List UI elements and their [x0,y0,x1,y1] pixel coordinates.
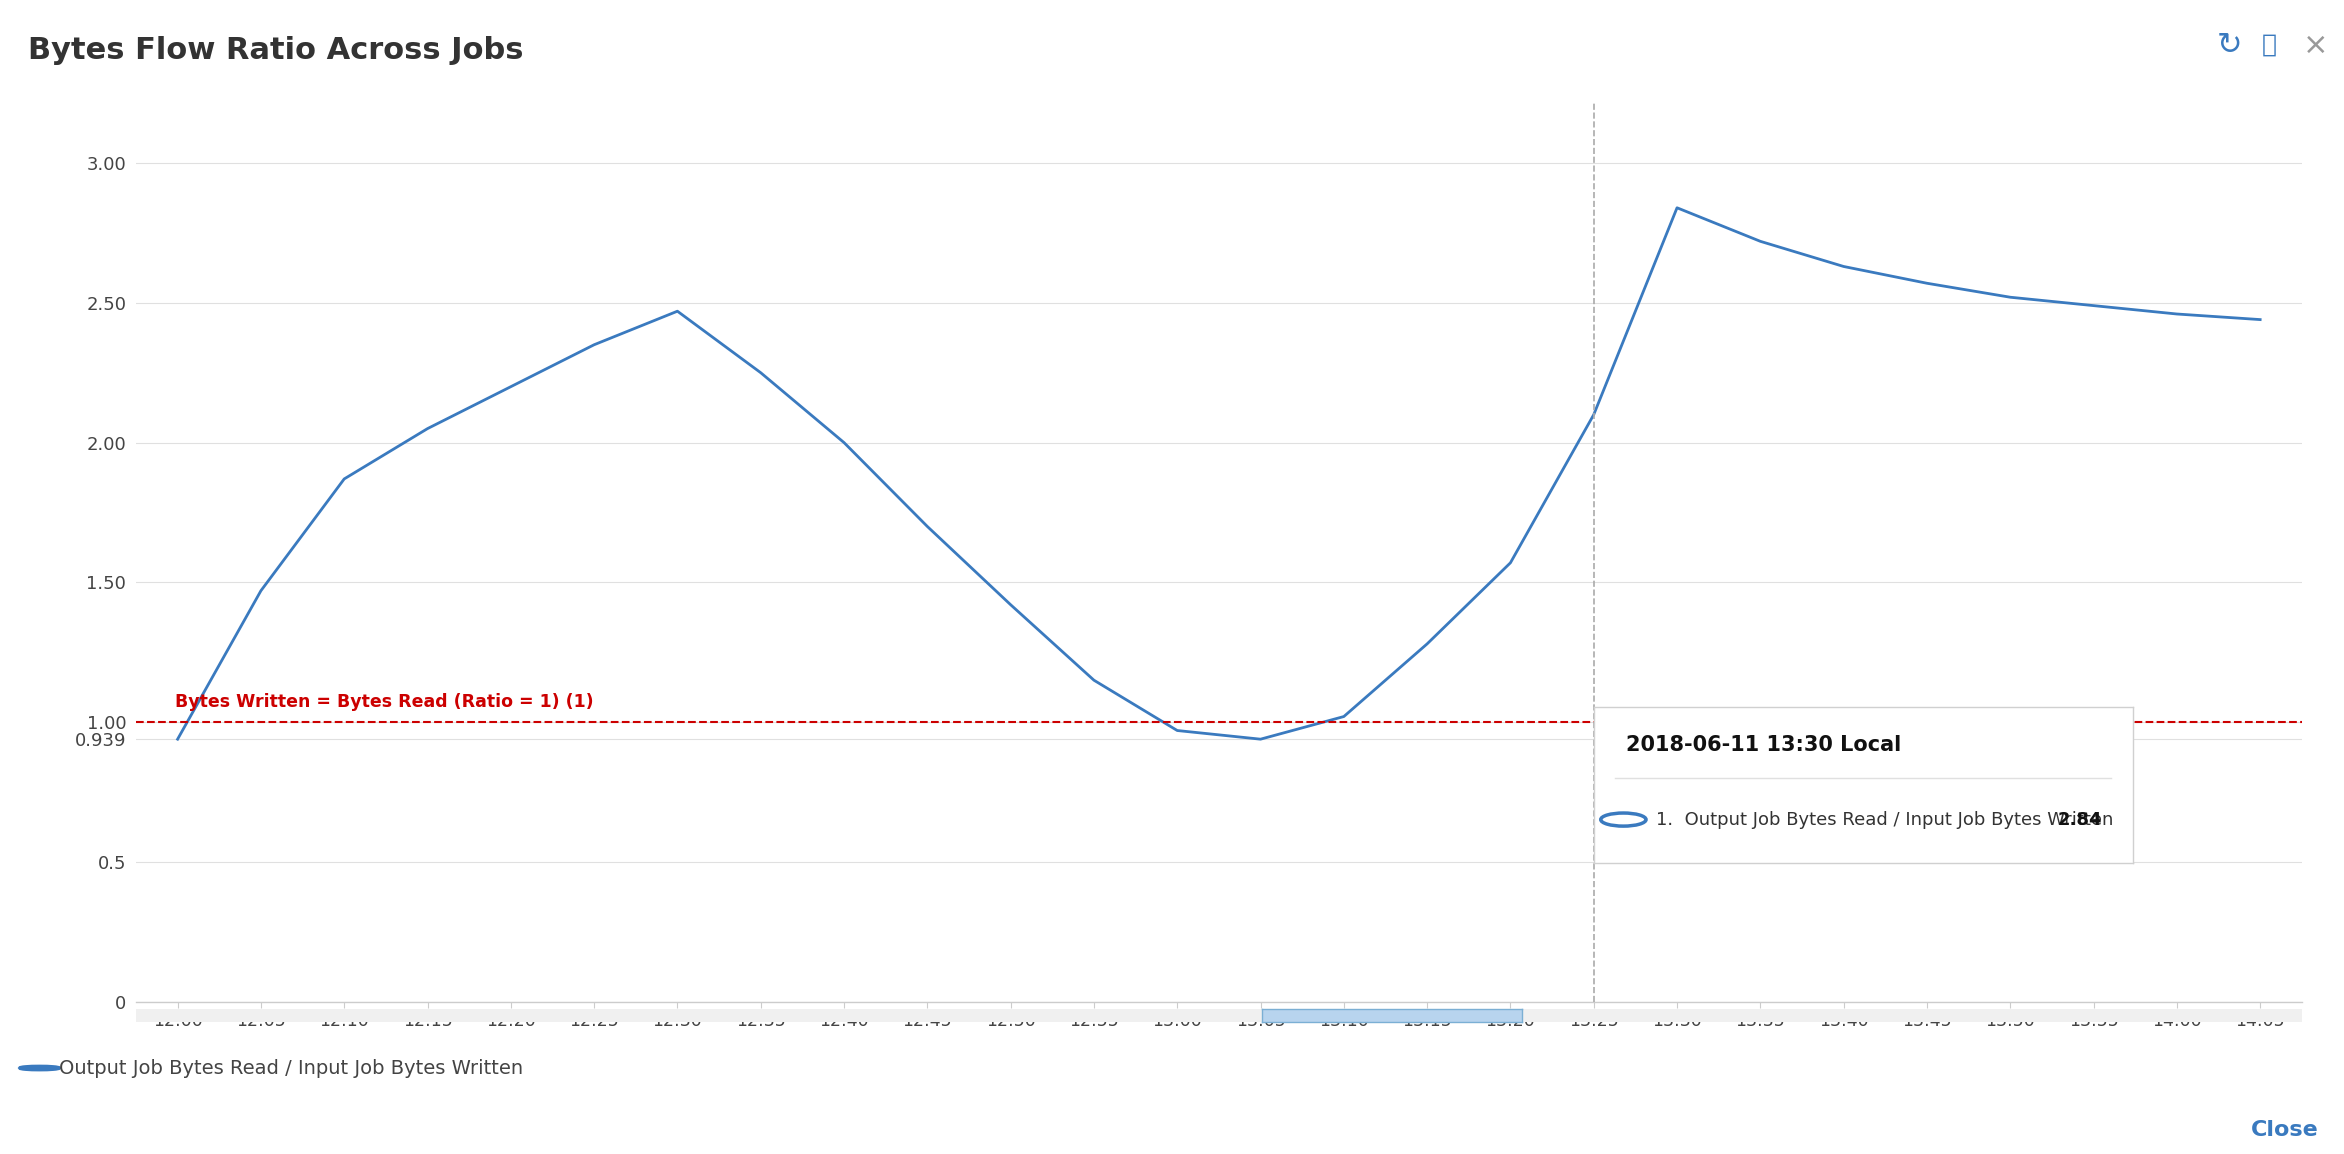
Text: Output Job Bytes Read / Input Job Bytes Written: Output Job Bytes Read / Input Job Bytes … [59,1058,523,1078]
Text: Bytes Flow Ratio Across Jobs: Bytes Flow Ratio Across Jobs [28,36,523,65]
Text: ↻: ↻ [2217,30,2241,60]
Text: 1.  Output Job Bytes Read / Input Job Bytes Written: 1. Output Job Bytes Read / Input Job Byt… [1655,810,2124,829]
Text: 🔍: 🔍 [2262,33,2276,57]
Text: ×: × [2304,30,2328,60]
Text: 2018-06-11 13:30 Local: 2018-06-11 13:30 Local [1627,735,1901,756]
Text: Close: Close [2250,1119,2318,1140]
Text: Bytes Written = Bytes Read (Ratio = 1) (1): Bytes Written = Bytes Read (Ratio = 1) (… [176,692,593,711]
Text: 2.84: 2.84 [2058,810,2103,829]
